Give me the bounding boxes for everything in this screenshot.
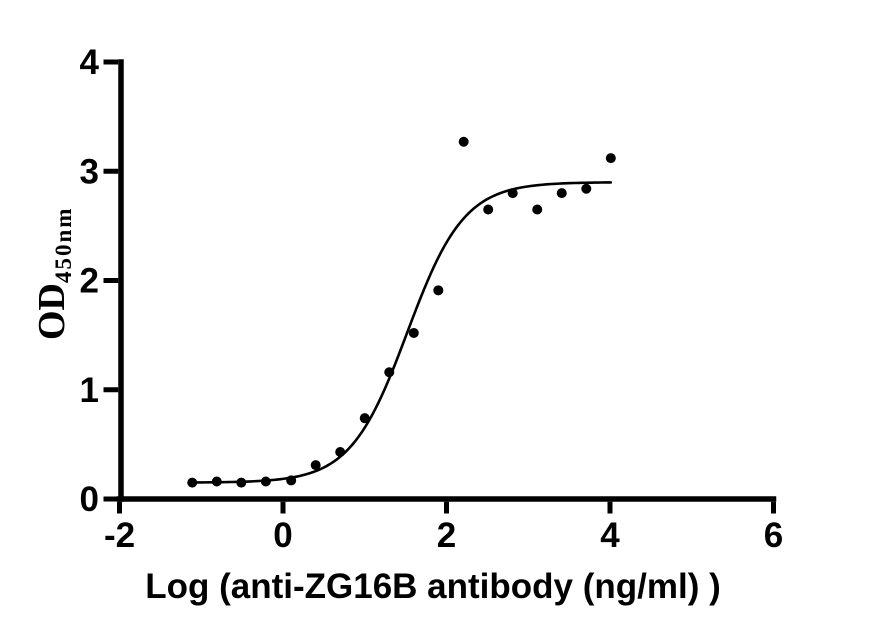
data-point (335, 447, 346, 458)
data-point (211, 476, 222, 487)
x-tick-label: 0 (273, 516, 292, 555)
data-point (384, 367, 395, 378)
data-point (556, 188, 567, 199)
x-tick-label: 2 (437, 516, 456, 555)
x-tick-label: -2 (104, 516, 135, 555)
y-tick-label: 0 (80, 480, 99, 519)
data-point (359, 413, 370, 424)
x-axis-title: Log (anti-ZG16B antibody (ng/ml) ) (145, 567, 721, 606)
data-point (260, 476, 271, 487)
y-axis-title: OD450nm (31, 207, 76, 340)
data-point (408, 327, 419, 338)
y-tick-label: 2 (80, 262, 99, 301)
data-point (236, 477, 247, 488)
data-point (605, 153, 616, 164)
y-tick-label: 1 (80, 371, 99, 410)
data-point (532, 204, 543, 215)
data-point (286, 475, 297, 486)
x-tick-label: 6 (764, 516, 783, 555)
data-point (507, 188, 518, 199)
y-tick-label: 4 (80, 43, 100, 82)
data-point (187, 477, 198, 488)
x-tick-label: 4 (600, 516, 620, 555)
data-point (310, 460, 321, 471)
fit-curve (190, 181, 613, 484)
data-point (458, 136, 469, 147)
data-point (581, 183, 592, 194)
data-point (483, 204, 494, 215)
data-point (433, 285, 444, 296)
y-tick-label: 3 (80, 152, 99, 191)
